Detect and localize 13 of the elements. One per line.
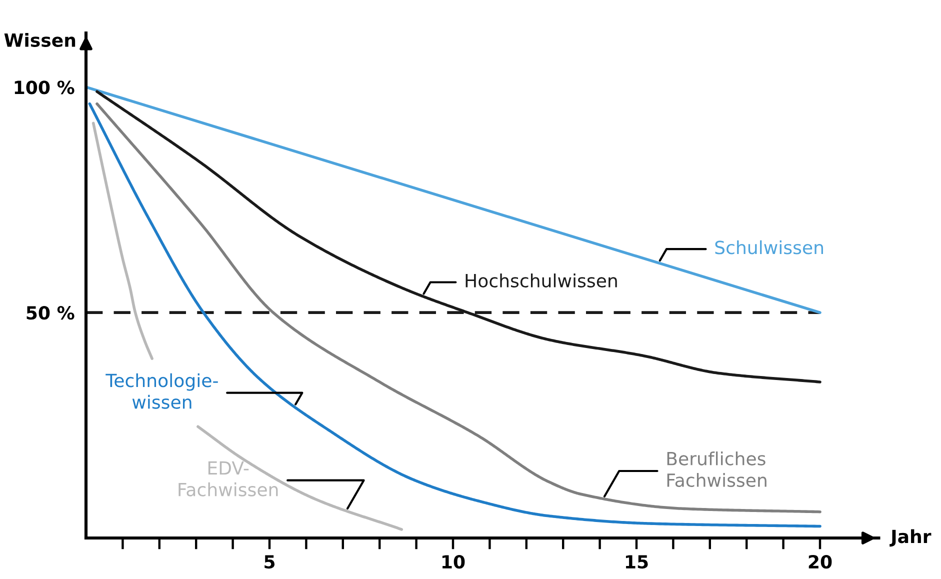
x-tick-label: 10 bbox=[442, 554, 465, 569]
series-label: Hochschulwissen bbox=[466, 274, 617, 288]
x-tick-label: 15 bbox=[626, 555, 648, 569]
y-tick-label: 100 % bbox=[14, 80, 74, 94]
x-tick-label: 5 bbox=[264, 555, 275, 569]
series-label: Technologie- wissen bbox=[106, 373, 218, 409]
y-tick-label: 50 % bbox=[26, 306, 74, 320]
series-label: EDV- Fachwissen bbox=[178, 461, 278, 496]
y-axis-title: Wissen bbox=[4, 33, 76, 47]
x-axis-title: Jahr bbox=[890, 529, 932, 547]
x-tick-label: 20 bbox=[808, 554, 832, 569]
series-label: Schulwissen bbox=[715, 240, 823, 254]
series-label: Berufliches Fachwissen bbox=[667, 451, 766, 488]
